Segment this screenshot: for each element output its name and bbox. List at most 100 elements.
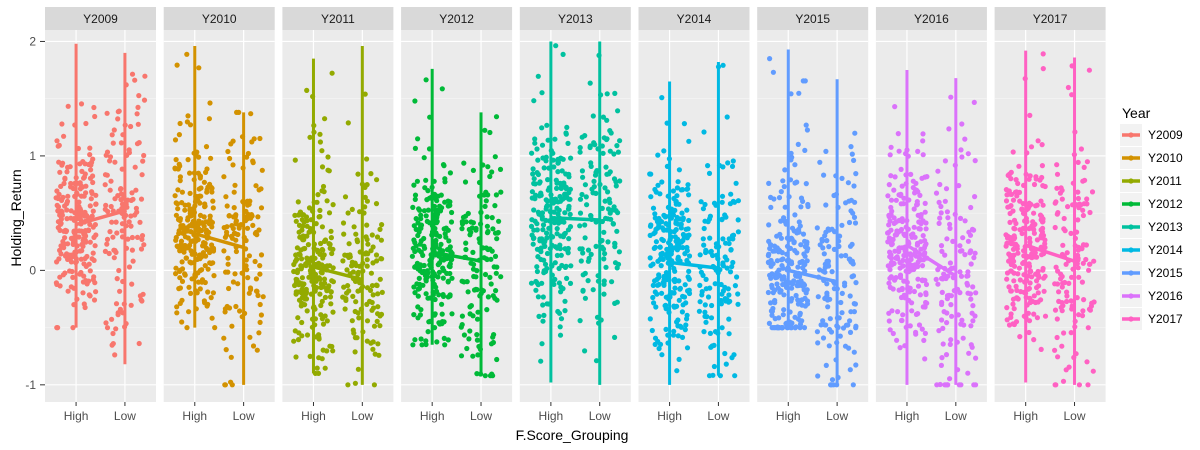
data-point [886, 182, 892, 188]
data-point [936, 220, 942, 226]
data-point [944, 209, 951, 215]
data-point [463, 240, 469, 246]
data-point [295, 315, 301, 321]
data-point [111, 255, 117, 261]
data-point [296, 222, 303, 228]
data-point [1008, 176, 1014, 182]
data-point [292, 282, 298, 289]
data-point [647, 255, 653, 261]
facet-strip-label: Y2015 [795, 12, 830, 26]
data-point [330, 348, 336, 354]
data-point [474, 316, 481, 322]
data-point [971, 99, 977, 105]
data-point [61, 133, 67, 139]
x-tick-label: Low [945, 409, 967, 423]
data-point [317, 251, 323, 257]
data-point [109, 132, 115, 138]
data-point [104, 236, 111, 242]
data-point [1039, 252, 1045, 258]
data-point [253, 288, 260, 294]
data-point [1034, 285, 1040, 291]
data-point [1034, 315, 1040, 321]
data-point [379, 256, 385, 262]
data-point [790, 280, 796, 286]
data-point [712, 329, 719, 335]
data-point [892, 104, 898, 110]
data-point [908, 262, 914, 268]
data-point [723, 361, 729, 367]
data-point [205, 289, 211, 295]
data-point [676, 243, 682, 249]
data-point [947, 225, 953, 231]
data-point [87, 203, 93, 209]
data-point [802, 147, 808, 153]
data-point [1007, 219, 1013, 225]
data-point [244, 267, 250, 273]
data-point [87, 239, 93, 245]
data-point [316, 334, 322, 341]
data-point [609, 279, 615, 285]
data-point [696, 308, 703, 314]
data-point [196, 186, 202, 192]
data-point [293, 291, 299, 297]
data-point [789, 320, 795, 326]
data-point [838, 299, 844, 306]
data-point [602, 251, 608, 257]
data-point [804, 248, 810, 254]
data-point [605, 216, 611, 222]
data-point [416, 285, 422, 292]
data-point [912, 262, 918, 268]
data-point [851, 183, 857, 189]
data-point [671, 277, 677, 283]
x-tick-label: High [895, 409, 920, 423]
data-point [373, 252, 380, 258]
data-point [711, 200, 718, 206]
data-point [494, 236, 500, 242]
data-point [684, 235, 690, 241]
data-point [435, 262, 441, 268]
data-point [141, 152, 147, 159]
data-point [728, 191, 734, 197]
data-point [1081, 201, 1087, 207]
data-point [557, 324, 563, 330]
data-point [494, 356, 500, 363]
data-point [328, 235, 334, 241]
data-point [956, 382, 962, 388]
data-point [374, 258, 380, 264]
data-point [1033, 203, 1039, 209]
data-point [538, 192, 544, 198]
data-point [887, 284, 893, 290]
data-point [473, 225, 479, 232]
data-point [183, 255, 189, 261]
data-point [114, 276, 120, 282]
data-point [107, 158, 113, 164]
data-point [919, 326, 925, 332]
data-point [1031, 293, 1037, 299]
data-point [568, 155, 574, 161]
data-point [815, 340, 821, 346]
data-point [201, 240, 207, 246]
data-point [128, 213, 134, 219]
data-point [77, 206, 83, 212]
data-point [221, 248, 227, 254]
data-point [528, 223, 535, 229]
data-point [78, 193, 85, 199]
data-point [541, 165, 547, 171]
data-point [329, 250, 335, 257]
data-point [459, 322, 465, 328]
data-point [257, 135, 263, 142]
data-point [557, 193, 563, 200]
data-point [461, 332, 467, 338]
data-point [898, 201, 904, 207]
data-point [536, 313, 542, 319]
data-point [676, 278, 682, 284]
data-point [321, 276, 328, 282]
data-point [682, 251, 688, 257]
data-point [839, 310, 845, 316]
data-point [776, 315, 782, 321]
data-point [720, 164, 726, 170]
data-point [650, 261, 656, 267]
data-point [662, 303, 668, 309]
x-tick-label: High [301, 409, 326, 423]
data-point [197, 175, 203, 181]
